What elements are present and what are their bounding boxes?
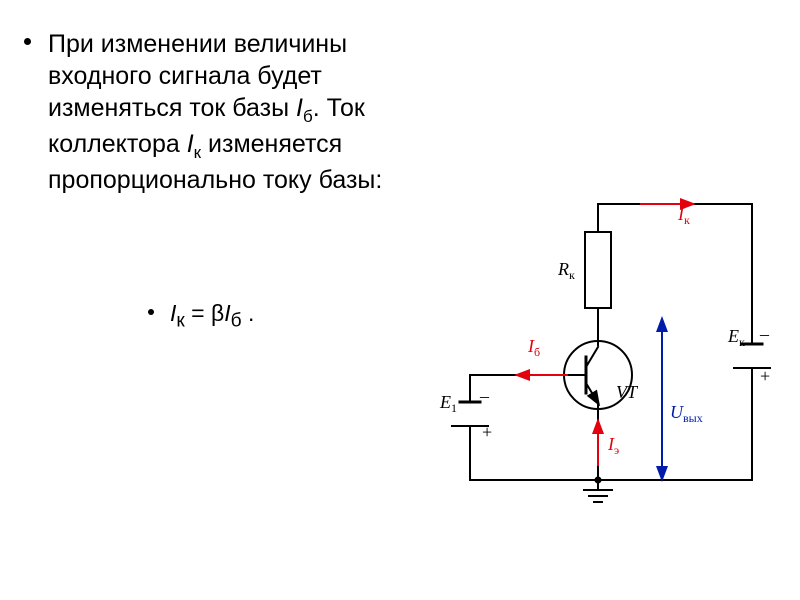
svg-text:VT: VT: [616, 382, 639, 402]
circuit-svg: Rк Iк Eк Iб E1 VT Iэ Uвых – + – +: [410, 170, 780, 530]
svg-text:Iэ: Iэ: [607, 434, 619, 457]
svg-text:E1: E1: [439, 392, 457, 415]
bullet-dot-icon: [148, 309, 154, 315]
symbol-I-collector: I: [187, 130, 194, 158]
svg-text:Eк: Eк: [727, 326, 745, 349]
formula-end: .: [242, 300, 255, 326]
svg-text:+: +: [760, 366, 770, 386]
svg-text:Iк: Iк: [677, 204, 690, 227]
sub-collector: к: [194, 143, 201, 162]
svg-text:Rк: Rк: [557, 259, 575, 282]
bullet-dot-icon: [24, 38, 31, 45]
svg-text:+: +: [482, 422, 492, 442]
formula-sub-k: к: [176, 311, 184, 332]
symbol-I-base: I: [296, 94, 303, 122]
svg-text:Iб: Iб: [527, 336, 540, 359]
bullet-text: При изменении величины входного сигнала …: [48, 28, 428, 196]
formula: Iк = βIб .: [170, 300, 254, 333]
formula-sub-b: б: [231, 311, 242, 332]
sub-base: б: [303, 107, 313, 126]
svg-text:Uвых: Uвых: [670, 402, 703, 425]
formula-eq: = β: [185, 300, 224, 326]
circuit-diagram: Rк Iк Eк Iб E1 VT Iэ Uвых – + – +: [410, 170, 780, 530]
svg-text:–: –: [479, 386, 490, 406]
svg-text:–: –: [759, 324, 770, 344]
